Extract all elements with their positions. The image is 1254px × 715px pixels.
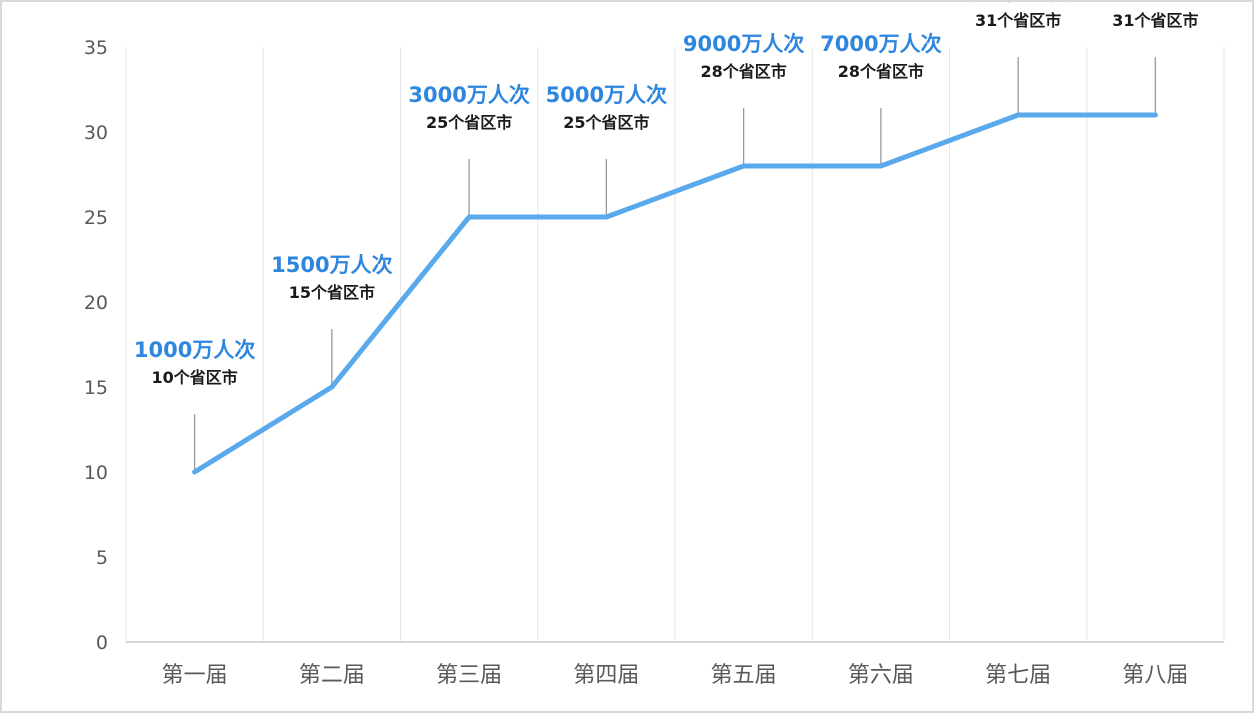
- annotation-visits-label: 3000万人次: [408, 83, 529, 107]
- data-annotations: 1000万人次 10个省区市 1500万人次 15个省区市 3000万人次 25个省区市 5…: [134, 2, 1199, 387]
- vertical-grid: [125, 47, 1225, 642]
- annotation-regions-label: 31个省区市: [975, 11, 1061, 30]
- x-tick-label: 第六届: [848, 663, 914, 688]
- annotation-visits-label: 5000万人次: [546, 83, 667, 107]
- annotation-regions-label: 25个省区市: [426, 113, 512, 132]
- x-tick-label: 第二届: [299, 663, 365, 688]
- annotation-regions-label: 15个省区市: [289, 283, 375, 302]
- y-axis-ticks: 0 5 10 15 20 25 30 35: [84, 37, 108, 654]
- annotation-visits-label: 9000万人次: [683, 32, 804, 56]
- y-tick-label: 35: [84, 37, 108, 59]
- annotation-leader-lines: [193, 57, 1157, 472]
- x-tick-label: 第五届: [711, 663, 777, 688]
- annotation-regions-label: 25个省区市: [563, 113, 649, 132]
- x-tick-label: 第八届: [1122, 663, 1188, 688]
- annotation-regions-label: 28个省区市: [838, 62, 924, 81]
- annotation-regions-label: 31个省区市: [1112, 11, 1198, 30]
- series-line: [192, 112, 1158, 475]
- x-tick-label: 第三届: [436, 663, 502, 688]
- y-tick-label: 0: [96, 632, 108, 654]
- x-axis-ticks: 第一届 第二届 第三届 第四届 第五届 第六届 第七届 第八届: [162, 663, 1189, 688]
- y-tick-label: 10: [84, 462, 108, 484]
- annotation-visits-label: 7000万人次: [820, 32, 941, 56]
- x-tick-label: 第七届: [985, 663, 1051, 688]
- x-tick-label: 第一届: [162, 663, 228, 688]
- y-tick-label: 20: [84, 292, 108, 314]
- x-tick-label: 第四届: [573, 663, 639, 688]
- y-tick-label: 5: [96, 547, 108, 569]
- annotation-visits-label: 1500万人次: [271, 253, 392, 277]
- annotation-regions-label: 10个省区市: [151, 368, 237, 387]
- annotation-visits-label: 1000万人次: [134, 338, 255, 362]
- y-tick-label: 30: [84, 122, 108, 144]
- y-tick-label: 25: [84, 207, 108, 229]
- annotation-visits-label: 近1亿人次: [969, 2, 1068, 5]
- annotation-regions-label: 28个省区市: [700, 62, 786, 81]
- y-tick-label: 15: [84, 377, 108, 399]
